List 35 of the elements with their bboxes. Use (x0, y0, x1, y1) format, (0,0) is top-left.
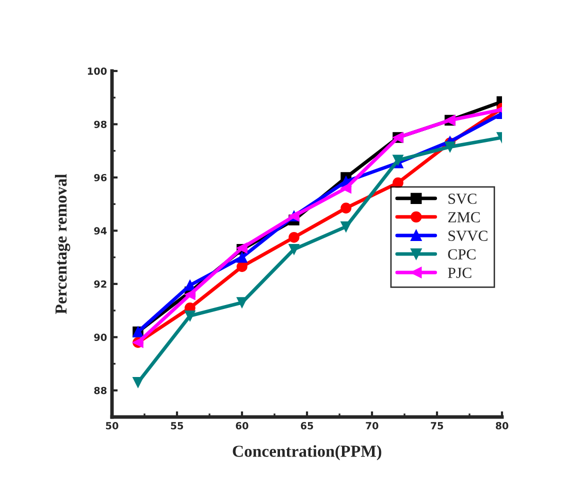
legend-label: ZMC (448, 212, 480, 222)
x-axis-title: Concentration(PPM) (232, 445, 382, 460)
x-tick-label: 75 (430, 422, 444, 430)
legend-label: PJC (448, 268, 472, 278)
x-tick-label: 50 (106, 422, 118, 430)
x-tick-label: 55 (170, 422, 184, 430)
point (340, 202, 352, 214)
y-tick-label: 100 (88, 67, 107, 75)
point (288, 244, 300, 255)
x-tick-label: 60 (236, 422, 248, 430)
point (288, 232, 300, 243)
y-tick-label: 90 (94, 334, 107, 341)
point (340, 221, 352, 232)
point (444, 141, 456, 152)
point (184, 280, 196, 291)
x-tick-label: 65 (300, 422, 314, 430)
y-tick-label: 96 (94, 174, 107, 182)
point (392, 154, 404, 166)
legend-label: CPC (448, 249, 476, 260)
point (340, 182, 352, 194)
point (184, 289, 196, 300)
point (236, 261, 248, 272)
point (132, 377, 144, 388)
y-tick-label: 88 (94, 386, 107, 394)
y-axis-title: Percentage removal (54, 174, 70, 314)
legend-label: SVC (448, 194, 476, 204)
point (236, 252, 248, 263)
x-tick-label: 80 (496, 422, 508, 430)
y-tick-label: 94 (94, 227, 107, 235)
point (184, 310, 196, 322)
legend-label: SVVC (448, 230, 488, 242)
x-tick-label: 70 (366, 422, 378, 430)
point (236, 297, 248, 308)
y-tick-label: 98 (94, 120, 107, 128)
y-tick-label: 92 (94, 280, 106, 288)
